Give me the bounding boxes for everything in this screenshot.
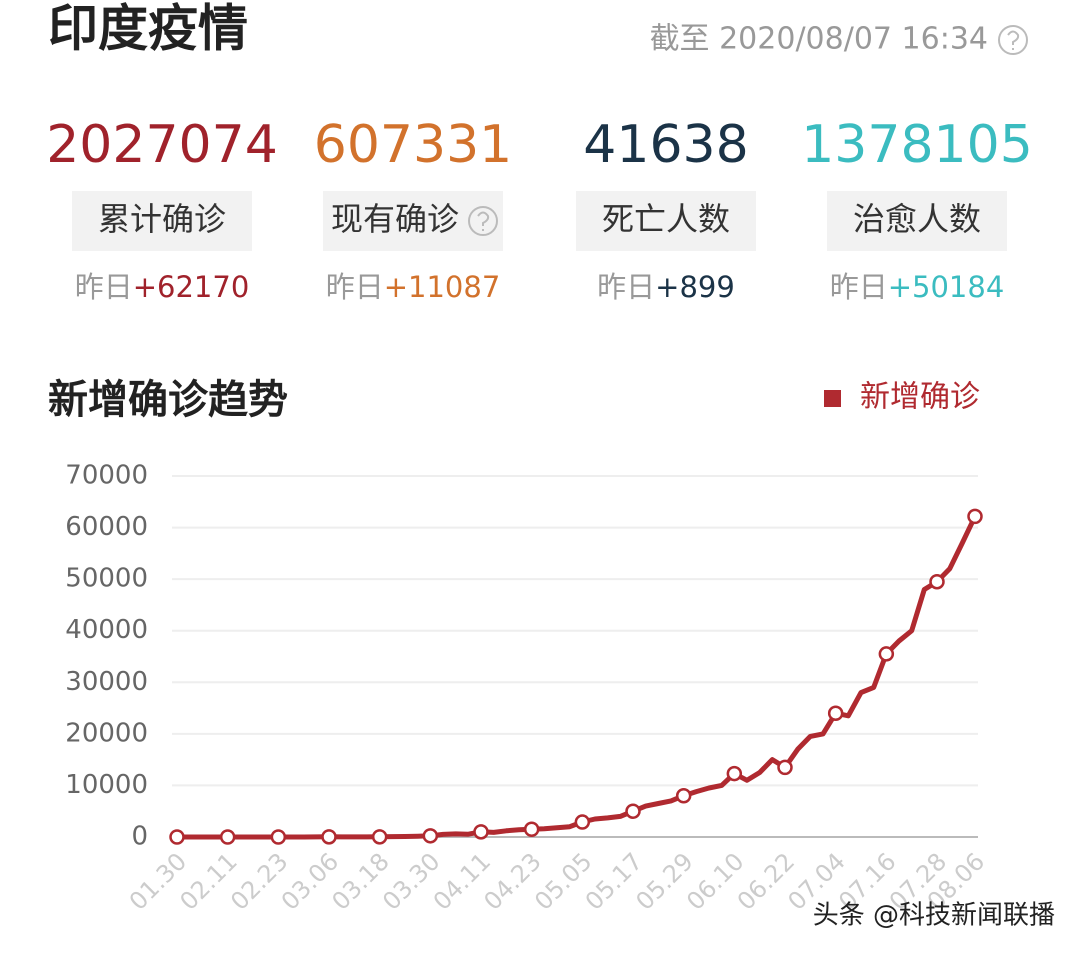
stat-value: 607331 xyxy=(314,115,513,175)
point-marker xyxy=(625,803,641,819)
y-tick-label: 10000 xyxy=(65,770,148,800)
stat-label-box xyxy=(827,191,1007,251)
point-marker xyxy=(878,646,895,662)
help-icon[interactable] xyxy=(468,206,498,236)
stat-delta-label: 昨日 xyxy=(326,270,384,304)
stat-delta-label: 昨日 xyxy=(830,270,888,304)
stat-label-box xyxy=(576,191,756,251)
point-marker xyxy=(219,829,236,845)
help-mark xyxy=(477,211,490,231)
timestamp: 截至 2020/08/07 16:34 xyxy=(650,22,988,57)
point-marker xyxy=(929,573,945,590)
stat-label-box xyxy=(72,191,252,251)
y-tick-label: 60000 xyxy=(65,512,148,542)
watermark: 头条 @科技新闻联播 xyxy=(813,901,1055,931)
point-marker xyxy=(321,829,337,845)
point-marker xyxy=(473,824,489,840)
stat-delta: +62170 xyxy=(133,270,250,304)
stat-delta-row: 昨日+899 xyxy=(597,270,735,304)
point-marker xyxy=(967,508,983,525)
legend-label: 新增确诊 xyxy=(860,380,980,415)
stat-delta: +50184 xyxy=(888,270,1005,304)
stat-delta-label: 昨日 xyxy=(75,270,133,304)
stat-delta: +11087 xyxy=(384,270,501,304)
y-tick-label: 50000 xyxy=(65,564,148,594)
point-marker xyxy=(270,829,287,845)
y-tick-label: 0 xyxy=(131,822,148,852)
stat-delta-label: 昨日 xyxy=(597,270,655,304)
stat-label: 累计确诊 xyxy=(98,200,226,238)
point-marker xyxy=(574,814,591,830)
stat-label: 死亡人数 xyxy=(602,200,730,238)
stat-delta: +899 xyxy=(655,270,735,304)
page-title: 印度疫情 xyxy=(48,0,248,58)
stat-delta-row: 昨日+62170 xyxy=(75,270,250,304)
stat-value: 2027074 xyxy=(46,115,278,175)
stats: 2027074累计确诊昨日+62170607331现有确诊昨日+11087416… xyxy=(46,115,1033,304)
legend-swatch xyxy=(824,390,841,407)
point-marker xyxy=(169,829,185,845)
chart-title: 新增确诊趋势 xyxy=(48,377,288,423)
y-tick-label: 70000 xyxy=(65,461,148,491)
point-marker xyxy=(827,705,844,721)
y-tick-label: 30000 xyxy=(65,667,148,697)
point-marker xyxy=(422,828,439,844)
stat-value: 41638 xyxy=(583,115,748,175)
point-marker xyxy=(523,821,540,838)
point-marker xyxy=(371,829,388,845)
stat-delta-row: 昨日+11087 xyxy=(326,270,501,304)
y-tick-label: 20000 xyxy=(65,718,148,748)
stat-label: 现有确诊 xyxy=(331,200,459,238)
point-marker xyxy=(726,765,743,782)
help-icon[interactable] xyxy=(998,25,1028,55)
stat-label-box xyxy=(323,191,503,251)
point-marker xyxy=(675,787,692,804)
y-tick-label: 40000 xyxy=(65,615,148,645)
help-circle xyxy=(468,206,498,236)
point-marker xyxy=(777,759,793,776)
stat-delta-row: 昨日+50184 xyxy=(830,270,1005,304)
stat-label: 治愈人数 xyxy=(853,200,981,238)
stat-value: 1378105 xyxy=(801,115,1033,175)
